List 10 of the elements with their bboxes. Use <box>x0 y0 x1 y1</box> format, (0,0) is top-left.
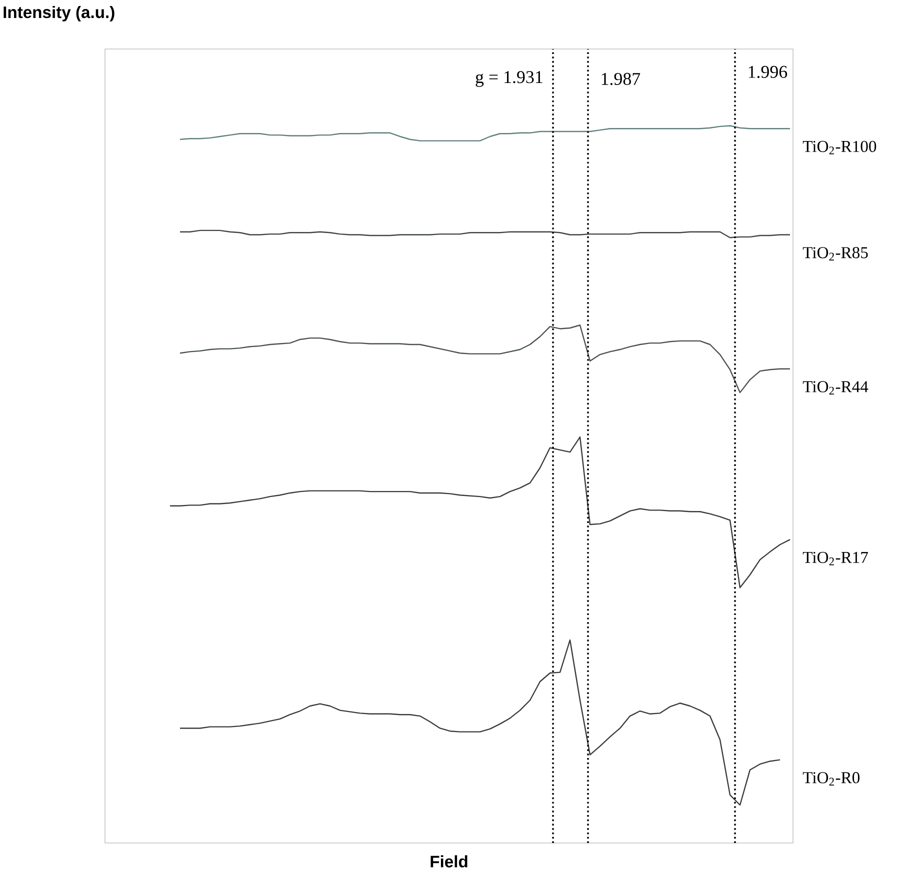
x-axis-title: Field <box>430 855 468 868</box>
text: 1.987 <box>602 72 640 86</box>
series-label: TiO$_{2}$-R0 <box>802 772 860 786</box>
series-label: TiO$_{2}$-R17 <box>802 552 868 566</box>
text: Intensity (a.u.) <box>4 6 114 22</box>
series-label: TiO$_{2}$-R100 <box>802 140 876 154</box>
text: 1.996 <box>748 66 788 78</box>
series-label: TiO$_{2}$-R44 <box>802 381 868 395</box>
text: g = 1.931 <box>476 71 542 87</box>
series-label: TiO$_{2}$-R85 <box>802 247 868 260</box>
